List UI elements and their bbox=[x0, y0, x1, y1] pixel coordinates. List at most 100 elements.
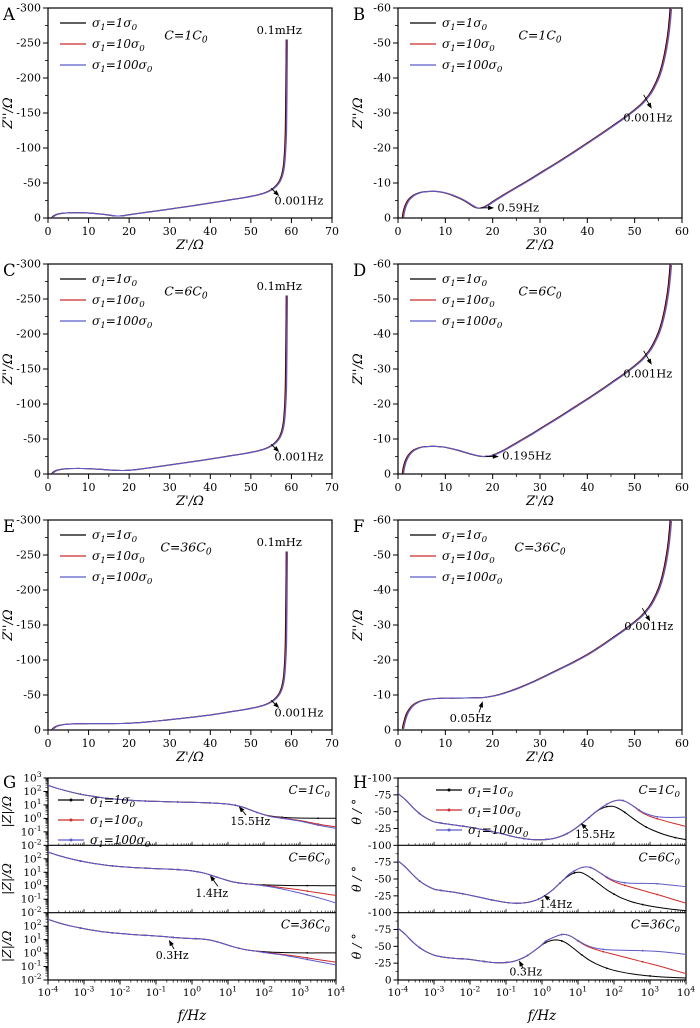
y-tick-label: -60 bbox=[373, 2, 391, 15]
series-marker bbox=[144, 934, 147, 937]
y-tick-label: -200 bbox=[16, 328, 41, 341]
y-tick-label: 10-1 bbox=[21, 824, 42, 838]
series-marker bbox=[649, 975, 651, 977]
series-group bbox=[398, 859, 686, 912]
series-marker bbox=[306, 884, 309, 887]
x-tick-label: 60 bbox=[675, 225, 689, 238]
x-tick-label: 0 bbox=[45, 737, 52, 750]
x-tick-label: 50 bbox=[244, 481, 258, 494]
series-group bbox=[48, 918, 336, 966]
y-tick-label: 102 bbox=[23, 851, 41, 865]
annotations: 0.05Hz 0.001Hz bbox=[450, 607, 673, 725]
series-marker bbox=[613, 893, 615, 896]
annotation-arrow-head bbox=[273, 446, 280, 452]
series-marker bbox=[623, 811, 626, 814]
x-axis-label: Z'/Ω bbox=[175, 238, 204, 253]
annotation-arrow-head bbox=[488, 205, 495, 211]
y-tick-label: 100 bbox=[23, 945, 41, 959]
series-marker bbox=[418, 880, 421, 882]
annotation-text: 0.001Hz bbox=[623, 366, 672, 380]
series-marker bbox=[461, 957, 464, 960]
annotation-text: 0.001Hz bbox=[623, 110, 672, 124]
y-axis-label: Z''/Ω bbox=[351, 609, 366, 642]
x-tick-label: 60 bbox=[284, 737, 298, 750]
annotation-arrow-head bbox=[518, 960, 524, 967]
series-marker bbox=[176, 801, 179, 803]
series-marker bbox=[440, 822, 443, 825]
legend-label: σ1=100σ0 bbox=[90, 833, 151, 850]
y-axis-label: θ / ° bbox=[350, 866, 364, 892]
y-tick-label: -30 bbox=[373, 107, 391, 120]
series-marker bbox=[523, 837, 525, 840]
panel-letter: E bbox=[3, 517, 15, 536]
annotation-arrow-head bbox=[646, 358, 652, 365]
panel-B-mount: 0 10 20 30 40 50 60 -60 -50 -40 -30 -20 -10 0 Z'/Ω Z''/… bbox=[350, 0, 700, 261]
x-tick-label: 10-4 bbox=[388, 985, 409, 999]
x-tick-label: 10 bbox=[82, 481, 96, 494]
series-line-1 bbox=[398, 793, 686, 841]
series-marker bbox=[656, 893, 659, 896]
y-axis-label: θ / ° bbox=[350, 799, 364, 825]
series-group bbox=[401, 264, 673, 474]
y-tick-label: -300 bbox=[16, 258, 41, 271]
y-axis-label: |Z|/Ω bbox=[0, 863, 14, 895]
y-tick-label: -40 bbox=[373, 584, 391, 597]
condition-label: C=36C0 bbox=[514, 540, 566, 558]
panel-C: 0 10 20 30 40 50 60 70 -300 -250 -200 -150 -100 -50 0 Z… bbox=[1, 258, 339, 510]
legend-marker bbox=[447, 788, 451, 792]
series-marker bbox=[602, 948, 605, 951]
y-tick-label: -20 bbox=[373, 654, 391, 667]
annotations: 1.4Hz bbox=[539, 895, 572, 911]
y-tick-label: 0 bbox=[34, 724, 41, 737]
y-tick-label: 10-1 bbox=[21, 891, 42, 905]
y-tick-label: -10 bbox=[373, 689, 391, 702]
series-marker bbox=[573, 872, 576, 874]
series-marker bbox=[685, 816, 686, 818]
series-line-1 bbox=[51, 39, 288, 218]
legend-marker bbox=[69, 838, 73, 842]
series-marker bbox=[461, 892, 464, 895]
y-tick-label: 10-2 bbox=[21, 972, 42, 986]
x-tick-label: 40 bbox=[203, 481, 217, 494]
series-marker bbox=[526, 954, 529, 957]
annotation-text: 0.001Hz bbox=[274, 450, 323, 464]
series-line-0 bbox=[51, 39, 287, 218]
x-tick-label: 50 bbox=[628, 737, 642, 750]
legend-label: σ1=100σ0 bbox=[92, 314, 153, 331]
series-marker bbox=[505, 961, 507, 964]
series-group bbox=[401, 520, 673, 729]
x-tick-label: 0 bbox=[395, 737, 402, 750]
series-line-2 bbox=[48, 851, 336, 904]
annotation-text: 1.4Hz bbox=[195, 887, 228, 900]
series-marker bbox=[638, 809, 641, 811]
series-marker bbox=[622, 799, 624, 802]
series-marker bbox=[515, 902, 518, 905]
series-marker bbox=[656, 882, 659, 885]
x-tick-label: 0 bbox=[395, 225, 402, 238]
legend-label: σ1=10σ0 bbox=[92, 37, 145, 54]
x-tick-label: 20 bbox=[122, 737, 136, 750]
annotation-text: 0.05Hz bbox=[450, 711, 492, 725]
x-tick-label: 103 bbox=[291, 985, 309, 999]
x-tick-label: 20 bbox=[486, 737, 500, 750]
series-marker bbox=[234, 804, 237, 807]
y-tick-label: 101 bbox=[23, 864, 41, 878]
annotation-text: 15.5Hz bbox=[230, 815, 270, 828]
x-tick-label: 30 bbox=[163, 225, 177, 238]
y-tick-label: 0 bbox=[385, 975, 392, 987]
condition-label: C=1C0 bbox=[164, 28, 208, 46]
legend-label: σ1=10σ0 bbox=[92, 293, 145, 310]
y-tick-label: -30 bbox=[373, 363, 391, 376]
series-marker bbox=[48, 784, 49, 787]
y-tick-label: -50 bbox=[23, 689, 41, 702]
annotation-arrow-head bbox=[210, 875, 216, 882]
legend-label: σ1=1σ0 bbox=[442, 16, 488, 33]
y-tick-label: 100 bbox=[23, 878, 41, 892]
series-marker bbox=[194, 937, 197, 940]
series-marker bbox=[560, 940, 563, 942]
condition-label: C=6C0 bbox=[164, 284, 208, 302]
legend-label: σ1=100σ0 bbox=[92, 58, 153, 75]
x-tick-label: 40 bbox=[580, 737, 594, 750]
series-marker bbox=[483, 960, 486, 963]
